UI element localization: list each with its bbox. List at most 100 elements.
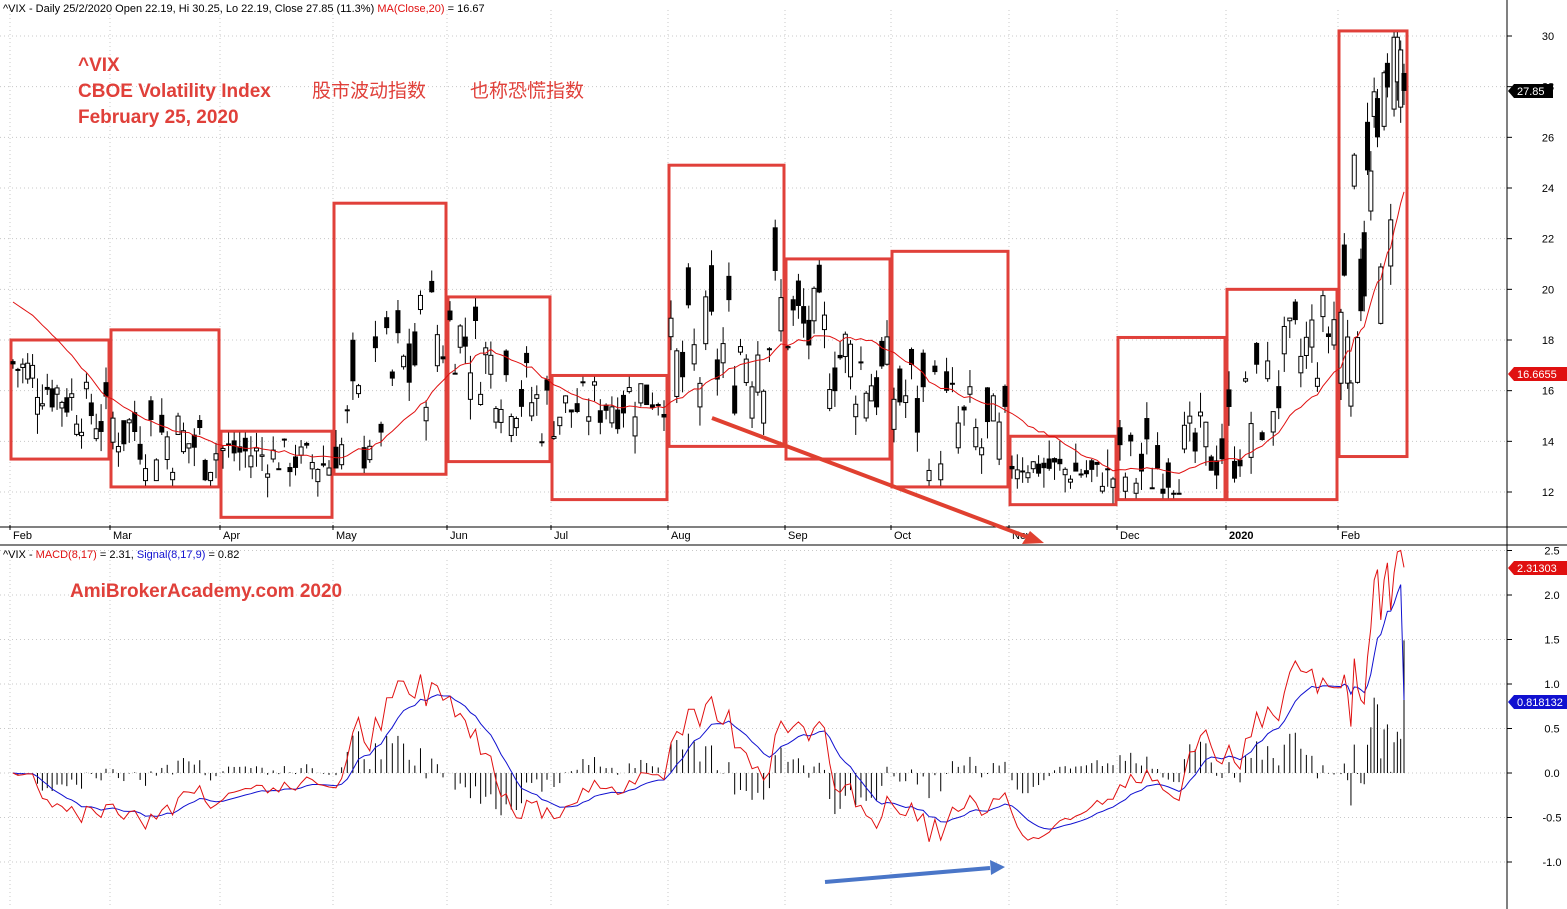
candle-body	[709, 265, 715, 312]
candle-body	[1309, 319, 1315, 348]
month-tick-label: Oct	[894, 530, 911, 542]
candle-body	[1365, 121, 1371, 171]
annotation-index-name-cn-2: 也称恐慌指数	[470, 80, 584, 102]
candle-body	[412, 331, 418, 366]
candle-body	[1105, 468, 1111, 471]
candle-body	[1002, 385, 1008, 407]
month-range-box	[667, 163, 786, 448]
candle-body	[242, 437, 248, 452]
candle-body	[406, 343, 412, 383]
candle-body	[1176, 492, 1182, 495]
candle-body	[389, 371, 395, 379]
candle-body	[320, 463, 326, 466]
candle-body	[568, 409, 574, 413]
candle-body	[384, 317, 390, 329]
month-range-box	[332, 201, 448, 476]
candle-body	[1078, 473, 1084, 476]
candle-body	[529, 402, 535, 417]
candle-body	[897, 368, 903, 403]
candle-body	[832, 367, 838, 392]
candle-body	[979, 447, 985, 456]
candle-body	[367, 445, 373, 461]
candle-body	[632, 416, 638, 437]
candle-body	[903, 395, 909, 404]
candle-body	[208, 471, 214, 482]
candle-body	[1171, 492, 1177, 495]
candle-body	[853, 403, 859, 418]
candle-body	[175, 415, 181, 435]
candle-body	[434, 334, 440, 367]
month-range-box	[890, 249, 1010, 489]
candle-body	[88, 402, 94, 417]
price-tick-label: 26	[1542, 132, 1554, 144]
candle-body	[1314, 377, 1320, 387]
candle-body	[1281, 325, 1287, 355]
candle-body	[926, 469, 932, 482]
candle-body	[1232, 460, 1238, 479]
price-tick-label: 30	[1542, 31, 1554, 43]
candle-body	[64, 397, 70, 413]
month-tick-label: Feb	[1341, 530, 1360, 542]
candle-body	[874, 377, 880, 408]
candle-body	[356, 385, 362, 395]
candle-body	[785, 346, 791, 349]
candle-body	[1198, 411, 1204, 417]
candle-body	[220, 448, 226, 452]
candle-body	[54, 387, 60, 395]
signal-header-label: Signal(8,17,9)	[137, 549, 206, 561]
candle-body	[231, 440, 237, 454]
candle-body	[597, 410, 603, 423]
candle-body	[1303, 336, 1309, 357]
candle-body	[827, 389, 833, 409]
candle-body	[1287, 317, 1293, 322]
candle-body	[714, 359, 720, 380]
candle-body	[668, 317, 674, 338]
candle-body	[326, 467, 332, 476]
candle-body	[524, 352, 530, 364]
candle-body	[1030, 461, 1036, 470]
candle-body	[534, 394, 540, 399]
candle-body	[110, 417, 116, 443]
month-tick-label: Apr	[223, 530, 240, 542]
candle-body	[1057, 458, 1063, 465]
candle-body	[372, 336, 378, 349]
candle-body	[790, 299, 796, 311]
candle-body	[237, 446, 243, 453]
candle-body	[98, 421, 104, 432]
candle-body	[863, 392, 869, 419]
candle-body	[1036, 463, 1042, 474]
candle-body	[811, 287, 817, 322]
candle-body	[680, 351, 686, 378]
candle-body	[1219, 438, 1225, 460]
ma-header-label: MA(Close,20)	[377, 3, 444, 15]
candle-body	[1259, 432, 1265, 441]
candle-body	[1155, 445, 1161, 469]
candle-body	[30, 364, 36, 379]
candle-body	[1237, 459, 1243, 467]
candle-body	[1248, 423, 1254, 458]
candle-body	[1381, 72, 1387, 127]
candle-body	[315, 468, 321, 483]
candle-body	[1276, 386, 1282, 409]
candle-body	[259, 454, 265, 457]
candle-body	[1325, 333, 1331, 338]
macd-header: ^VIX - MACD(8,17) = 2.31, Signal(8,17,9)…	[3, 549, 239, 561]
candle-body	[202, 459, 208, 481]
candle-body	[1208, 456, 1214, 471]
candle-body	[615, 409, 621, 430]
candle-body	[909, 348, 915, 366]
month-tick-label: Aug	[671, 530, 691, 542]
candle-body	[1133, 482, 1139, 494]
candle-body	[1214, 460, 1220, 476]
macd-tick-label: 2.0	[1544, 590, 1559, 602]
macd-tick-label: 2.5	[1544, 546, 1559, 558]
candle-body	[248, 455, 254, 468]
macd-value-tag: 2.31303	[1508, 561, 1567, 575]
candle-body	[720, 343, 726, 364]
candle-body	[493, 408, 499, 423]
candle-body	[1099, 485, 1105, 492]
month-tick-label: Dec	[1120, 530, 1140, 542]
candle-body	[778, 297, 784, 332]
candle-body	[1270, 411, 1276, 433]
candle-body	[1368, 170, 1374, 212]
